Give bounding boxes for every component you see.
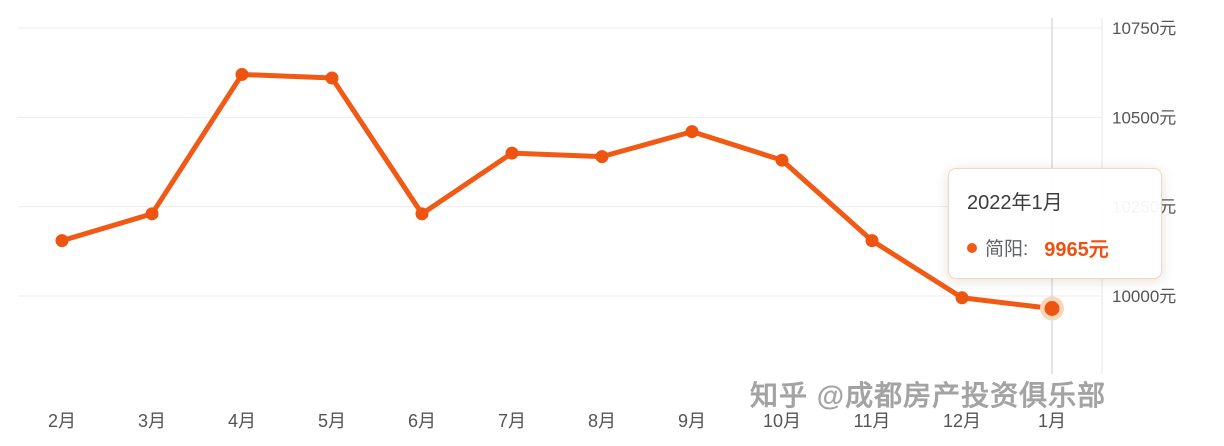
tooltip-value: 9965元 — [1044, 239, 1109, 261]
data-point[interactable] — [595, 150, 609, 164]
data-point[interactable] — [505, 146, 519, 160]
series-marker-icon — [967, 242, 977, 253]
x-axis-label: 2月 — [48, 411, 76, 431]
data-point[interactable] — [775, 153, 789, 167]
x-axis-label: 12月 — [943, 411, 981, 431]
x-axis-label: 7月 — [498, 411, 526, 431]
x-axis-label: 8月 — [588, 411, 616, 431]
y-axis-label: 10000元 — [1112, 287, 1176, 306]
x-axis-label: 5月 — [318, 411, 346, 431]
tooltip: 2022年1月 简阳: 9965元 — [948, 168, 1162, 279]
y-axis-label: 10500元 — [1112, 108, 1176, 127]
data-point[interactable] — [685, 125, 699, 139]
x-axis-label: 3月 — [138, 411, 166, 431]
x-axis-label: 11月 — [854, 411, 891, 431]
tooltip-series-row: 简阳: 9965元 — [967, 233, 1143, 262]
tooltip-series-name: 简阳: — [985, 239, 1029, 260]
x-axis-label: 4月 — [228, 411, 256, 431]
y-axis-label: 10750元 — [1112, 19, 1176, 38]
x-axis-label: 10月 — [763, 411, 801, 431]
x-axis-label: 9月 — [678, 411, 706, 431]
data-point-selected[interactable] — [1044, 301, 1060, 317]
data-point[interactable] — [55, 234, 69, 248]
x-axis-label: 1月 — [1038, 411, 1066, 431]
series-line — [59, 71, 1055, 312]
data-point[interactable] — [325, 71, 339, 85]
data-point[interactable] — [145, 207, 159, 221]
data-point[interactable] — [865, 234, 879, 248]
data-point[interactable] — [955, 291, 969, 305]
data-point[interactable] — [235, 67, 249, 81]
x-axis-label: 6月 — [408, 411, 436, 431]
tooltip-title: 2022年1月 — [967, 192, 1063, 214]
data-point[interactable] — [415, 207, 429, 221]
